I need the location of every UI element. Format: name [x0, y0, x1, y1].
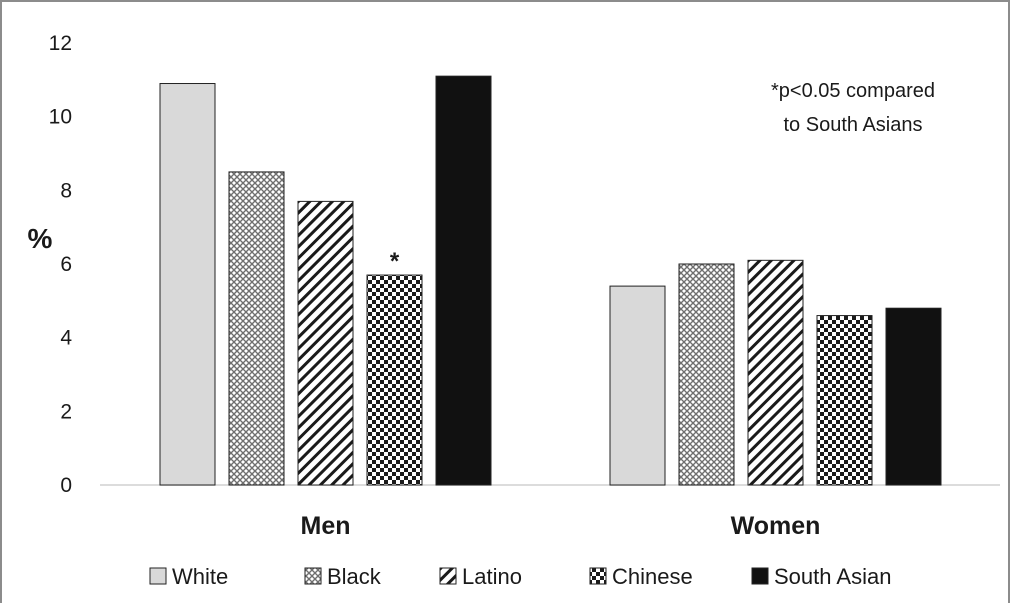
bar-south-asian-men [435, 75, 492, 486]
bar-chinese-men [366, 274, 423, 486]
legend-label: South Asian [774, 564, 891, 589]
category-label-men: Men [301, 512, 351, 540]
significance-note-line-2: to South Asians [784, 114, 923, 136]
bar-latino-women [747, 259, 804, 486]
legend-swatch [589, 567, 607, 585]
category-label-women: Women [731, 512, 821, 540]
bar-white-men [159, 83, 216, 486]
category-labels: Men Women [301, 512, 821, 540]
legend-swatch [304, 567, 322, 585]
legend-label: Black [327, 564, 382, 589]
bar-white-women [609, 285, 666, 486]
y-tick-label: 4 [60, 327, 72, 350]
legend-item-south-asian: South Asian [751, 564, 891, 589]
y-tick-label: 10 [49, 106, 72, 129]
y-axis-label: % [28, 223, 53, 254]
bar-south-asian-women [885, 307, 942, 486]
legend: White Black Latino Chinese South Asian [149, 564, 891, 589]
significance-note: *p<0.05 compared to South Asians [771, 80, 935, 136]
bar-chinese-women [816, 315, 873, 486]
legend-label: Latino [462, 564, 522, 589]
significance-asterisk: * [390, 248, 400, 275]
legend-item-chinese: Chinese [589, 564, 693, 589]
y-axis: 0 2 4 6 8 10 12 [49, 32, 73, 497]
legend-item-white: White [149, 564, 228, 589]
legend-swatch [439, 567, 457, 585]
legend-label: Chinese [612, 564, 693, 589]
y-tick-label: 2 [60, 400, 72, 423]
legend-item-black: Black [304, 564, 382, 589]
bar-latino-men [297, 200, 354, 486]
bar-black-women [678, 263, 735, 486]
significance-note-line-1: *p<0.05 compared [771, 80, 935, 102]
y-tick-label: 6 [60, 253, 72, 276]
bars-group: * [159, 75, 942, 486]
y-tick-label: 12 [49, 32, 72, 55]
bar-black-men [228, 171, 285, 486]
y-tick-label: 8 [60, 179, 72, 202]
legend-label: White [172, 564, 228, 589]
legend-swatch [149, 567, 167, 585]
legend-swatch [751, 567, 769, 585]
y-tick-label: 0 [60, 474, 72, 497]
legend-item-latino: Latino [439, 564, 522, 589]
